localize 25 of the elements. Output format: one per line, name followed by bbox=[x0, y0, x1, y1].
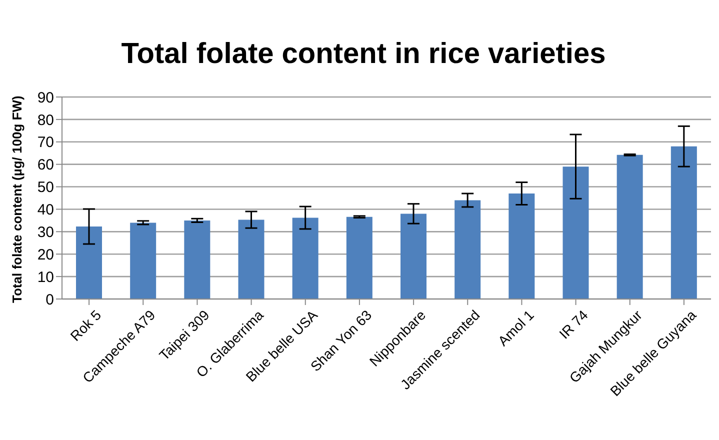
y-tick-label: 30 bbox=[37, 224, 54, 241]
y-tick-label: 40 bbox=[37, 202, 54, 219]
bar bbox=[562, 166, 589, 299]
y-tick-label: 60 bbox=[37, 156, 54, 174]
y-tick-label: 50 bbox=[37, 179, 54, 196]
bar bbox=[292, 218, 318, 299]
y-tick-label: 0 bbox=[46, 291, 54, 308]
bar bbox=[184, 220, 210, 299]
chart-title: Total folate content in rice varieties bbox=[120, 38, 607, 71]
bar bbox=[670, 146, 697, 299]
bar bbox=[454, 200, 481, 299]
bar bbox=[76, 226, 102, 299]
y-tick-label: 70 bbox=[37, 134, 54, 152]
y-tick-label: 90 bbox=[37, 89, 54, 106]
y-tick-label: 10 bbox=[37, 268, 54, 286]
bar bbox=[346, 216, 372, 299]
bar bbox=[616, 154, 643, 299]
bar bbox=[130, 222, 156, 299]
y-tick-label: 80 bbox=[37, 112, 54, 129]
bar bbox=[400, 214, 426, 299]
y-axis-title: Total folate content (µg/ 100g FW) bbox=[10, 96, 25, 303]
bar bbox=[238, 220, 264, 299]
x-tick-label: IR 74 bbox=[556, 306, 592, 342]
y-tick-label: 20 bbox=[37, 246, 54, 264]
bar bbox=[508, 194, 535, 299]
